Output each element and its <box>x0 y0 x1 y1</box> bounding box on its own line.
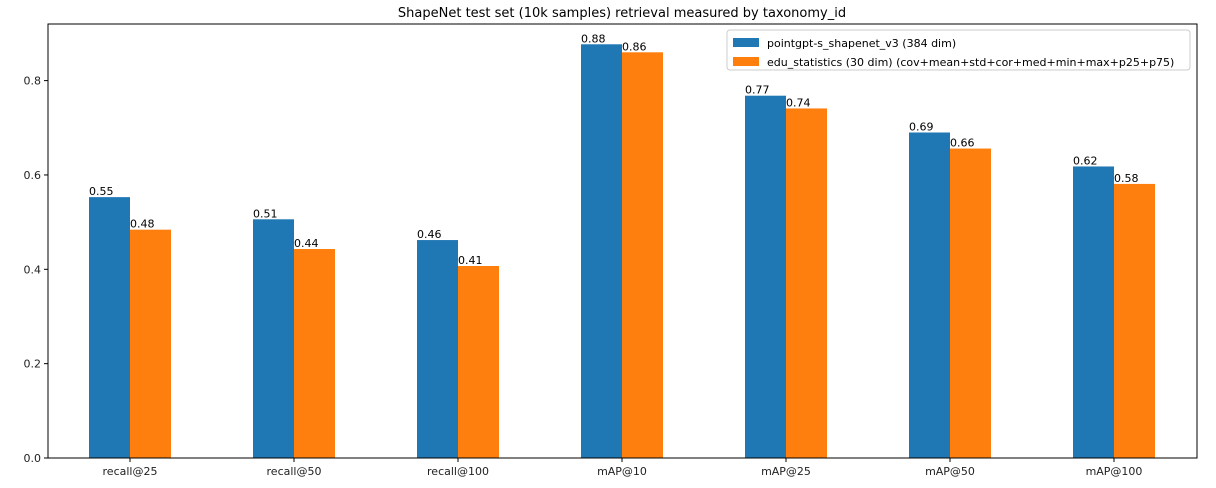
bar-pointgpt-recall@100 <box>417 240 458 458</box>
bar-value-label: 0.86 <box>622 40 647 53</box>
bar-edu-statistics-mAP@10 <box>622 52 663 458</box>
bar-value-label: 0.88 <box>581 32 606 45</box>
x-tick-label: mAP@25 <box>761 465 811 478</box>
legend-swatch <box>733 38 759 47</box>
bar-pointgpt-mAP@100 <box>1073 166 1114 458</box>
bar-value-label: 0.69 <box>909 121 934 134</box>
bar-edu-statistics-mAP@100 <box>1114 183 1155 459</box>
legend-box <box>726 29 1191 71</box>
bar-value-label: 0.44 <box>294 237 319 250</box>
x-tick-label: mAP@50 <box>925 465 975 478</box>
x-tick-label: recall@25 <box>103 465 158 478</box>
bar-pointgpt-mAP@50 <box>909 132 950 458</box>
x-tick-label: recall@50 <box>267 465 322 478</box>
chart-title: ShapeNet test set (10k samples) retrieva… <box>398 6 846 21</box>
legend-swatch <box>733 57 759 66</box>
x-tick-label: recall@100 <box>427 465 489 478</box>
bar-edu-statistics-mAP@50 <box>950 148 991 458</box>
bar-value-label: 0.62 <box>1073 154 1098 167</box>
bar-value-label: 0.66 <box>950 137 975 150</box>
bar-pointgpt-mAP@25 <box>745 95 786 458</box>
legend: pointgpt-s_shapenet_v3 (384 dim) edu_stat… <box>726 29 1191 71</box>
y-tick-label: 0.4 <box>24 263 42 276</box>
bar-value-label: 0.58 <box>1114 172 1139 185</box>
legend-entry-label: edu_statistics (30 dim) (cov+mean+std+co… <box>767 56 1174 69</box>
y-tick-label: 0.8 <box>24 75 42 88</box>
bar-value-label: 0.46 <box>417 228 442 241</box>
bar-value-label: 0.41 <box>458 254 483 267</box>
x-tick-label: mAP@100 <box>1086 465 1143 478</box>
bar-edu-statistics-mAP@25 <box>786 108 827 458</box>
x-tick-label: mAP@10 <box>597 465 647 478</box>
bar-value-label: 0.48 <box>130 218 155 231</box>
y-tick-label: 0.6 <box>24 169 42 182</box>
bar-edu-statistics-recall@50 <box>294 249 335 458</box>
y-tick-label: 0.0 <box>24 452 42 465</box>
bar-value-label: 0.74 <box>786 96 811 109</box>
bar-edu-statistics-recall@25 <box>130 229 171 458</box>
bar-value-label: 0.77 <box>745 84 770 97</box>
bar-pointgpt-mAP@10 <box>581 44 622 458</box>
bar-edu-statistics-recall@100 <box>458 266 499 458</box>
bar-value-label: 0.55 <box>89 185 114 198</box>
bar-pointgpt-recall@50 <box>253 219 294 458</box>
bar-pointgpt-recall@25 <box>89 197 130 458</box>
bar-value-label: 0.51 <box>253 207 278 220</box>
axes-layer: 0.0 0.2 0.4 0.6 0.8 recall@25 recall@50 recall@… <box>24 23 1198 478</box>
legend-entry-label: pointgpt-s_shapenet_v3 (384 dim) <box>767 37 956 50</box>
bars-layer: 0.55 0.48 0.51 0.44 0.46 0.41 0.88 0.86 0.77 0.74… <box>89 32 1155 459</box>
y-tick-label: 0.2 <box>24 358 42 371</box>
